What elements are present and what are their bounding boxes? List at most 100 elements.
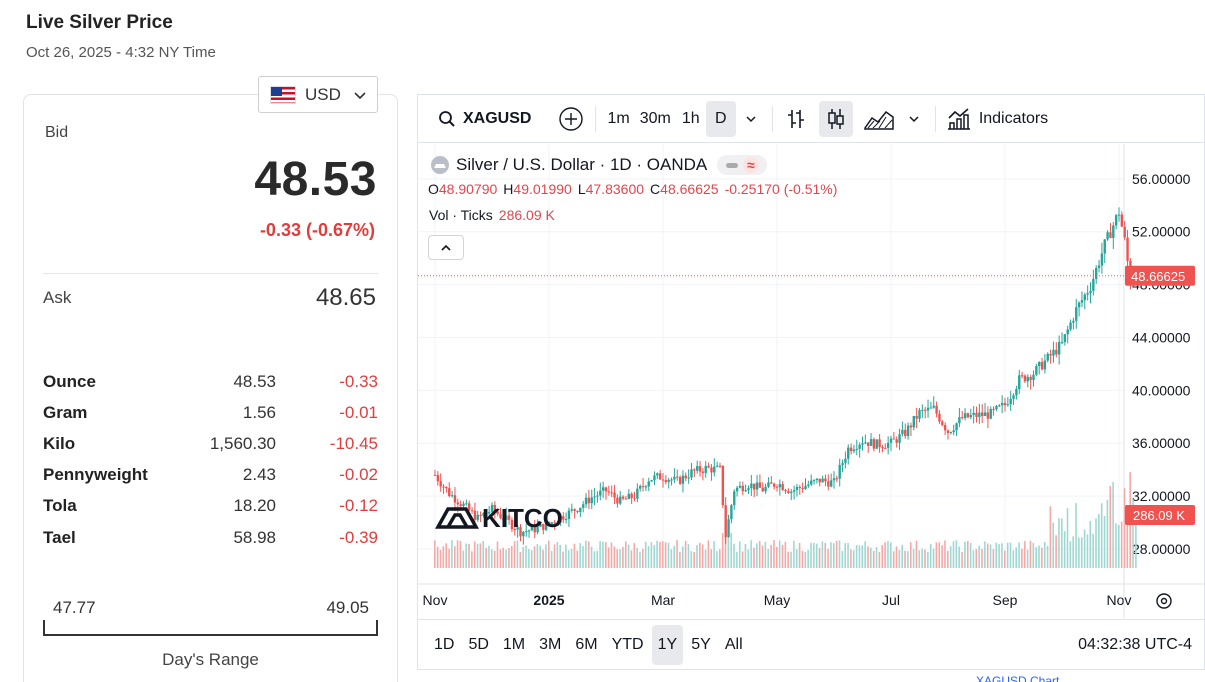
currency-select[interactable]: USD	[258, 76, 378, 113]
volume-bar	[852, 550, 855, 568]
volume-bar	[1032, 542, 1035, 568]
volume-bar	[1135, 516, 1137, 568]
chart-type-menu-button[interactable]	[899, 101, 929, 137]
symbol-search[interactable]: XAGUSD	[432, 101, 537, 137]
plus-circle-icon	[559, 106, 584, 131]
volume-bar	[670, 549, 673, 568]
candle-body	[470, 510, 474, 512]
price-chart[interactable]: Nov 2025 Mar May Jul Sep Nov 56.00000 52.00000 48…	[418, 144, 1204, 618]
range-6m[interactable]: 6M	[575, 635, 598, 653]
candle-body	[892, 438, 896, 440]
candle-body	[650, 480, 653, 482]
volume-bar	[787, 551, 789, 568]
candle-body	[593, 496, 596, 498]
volume-bar	[453, 546, 456, 568]
candle-body	[772, 483, 776, 487]
unit-change: -0.33	[339, 371, 378, 391]
candle-body	[935, 405, 938, 414]
candle-body	[946, 430, 950, 433]
y-tick-label: 28.00000	[1132, 541, 1191, 557]
volume-bar	[1041, 547, 1043, 568]
volume-bar	[499, 549, 502, 568]
market-status-pill[interactable]: ≈	[717, 155, 768, 175]
chart-toolbar: XAGUSD 1m 30m 1h D Indicators	[418, 95, 1204, 143]
candle-body	[938, 413, 941, 422]
range-3m[interactable]: 3M	[539, 635, 562, 653]
range-1m[interactable]: 1M	[502, 635, 526, 653]
candle-body	[539, 523, 542, 527]
bid-label: Bid	[45, 124, 69, 141]
range-ytd[interactable]: YTD	[611, 635, 644, 653]
volume-bar	[736, 551, 738, 568]
candle-body	[536, 526, 539, 533]
area-style-button[interactable]	[859, 101, 899, 137]
candle-body	[433, 474, 437, 476]
volume-bar	[841, 550, 844, 568]
quote-card	[23, 94, 398, 682]
unit-price-table: Ounce 48.53 -0.33 Gram 1.56 -0.01 Kilo 1…	[43, 366, 380, 553]
volume-bar	[1120, 521, 1123, 568]
candle-body	[462, 503, 465, 506]
bar-style-button[interactable]	[779, 101, 813, 137]
interval-menu-button[interactable]	[736, 101, 766, 137]
interval-1m[interactable]: 1m	[607, 109, 630, 127]
volume-bar	[681, 546, 684, 568]
range-1y[interactable]: 1Y	[651, 624, 684, 665]
volume-bar	[915, 540, 918, 568]
interval-30m[interactable]: 30m	[639, 109, 671, 127]
y-tick-label: 44.00000	[1132, 329, 1191, 345]
candle-body	[730, 505, 733, 520]
candle-body	[530, 525, 534, 531]
x-tick-label: Mar	[651, 592, 675, 608]
candle-body	[487, 511, 491, 514]
candle-body	[485, 513, 488, 515]
range-5y[interactable]: 5Y	[691, 635, 711, 653]
volume-bar	[795, 549, 798, 568]
collapse-legend-button[interactable]	[428, 235, 464, 260]
volume-bar	[656, 540, 658, 568]
volume-bar	[1023, 541, 1026, 568]
open-key: O	[428, 181, 439, 197]
candle-body	[678, 477, 682, 484]
candle-body	[1035, 366, 1038, 375]
volume-bar	[989, 544, 992, 568]
volume-bar	[1004, 550, 1006, 568]
volume-bar	[1075, 503, 1077, 568]
candle-body	[1009, 398, 1012, 405]
range-all[interactable]: All	[724, 635, 743, 653]
candle-body	[804, 485, 807, 489]
candle-body	[698, 466, 702, 472]
range-1d[interactable]: 1D	[434, 635, 455, 653]
volume-bar	[835, 540, 838, 568]
candle-body	[493, 504, 497, 512]
candle-body	[482, 513, 485, 516]
y-tick-label: 40.00000	[1132, 382, 1191, 398]
volume-bar	[485, 547, 487, 568]
interval-d[interactable]: D	[705, 100, 736, 137]
candle-body	[641, 485, 645, 487]
volume-bar	[442, 546, 445, 568]
compare-button[interactable]	[553, 101, 589, 137]
indicators-button[interactable]: Indicators	[942, 101, 1053, 137]
ask-value: 48.65	[315, 284, 376, 311]
candle-body	[516, 527, 519, 530]
indicators-icon	[947, 107, 970, 130]
candle-body	[761, 487, 764, 492]
candle-body	[436, 475, 440, 482]
volume-bar	[813, 542, 815, 568]
volume-bar	[627, 544, 630, 568]
volume-bar	[944, 540, 946, 568]
candle-body	[981, 412, 984, 417]
candle-body	[952, 430, 955, 433]
range-5d[interactable]: 5D	[468, 635, 489, 653]
interval-1h[interactable]: 1h	[681, 109, 700, 127]
candle-body	[1126, 237, 1129, 261]
volume-bar	[539, 545, 542, 568]
candle-body	[961, 417, 964, 419]
volume-bar	[610, 542, 613, 568]
volume-bar	[693, 551, 695, 568]
chart-footer-link[interactable]: XAGUSD Chart	[976, 674, 1060, 682]
candle-body	[533, 525, 536, 533]
volume-bar	[827, 548, 829, 568]
candle-style-button[interactable]	[818, 100, 853, 137]
